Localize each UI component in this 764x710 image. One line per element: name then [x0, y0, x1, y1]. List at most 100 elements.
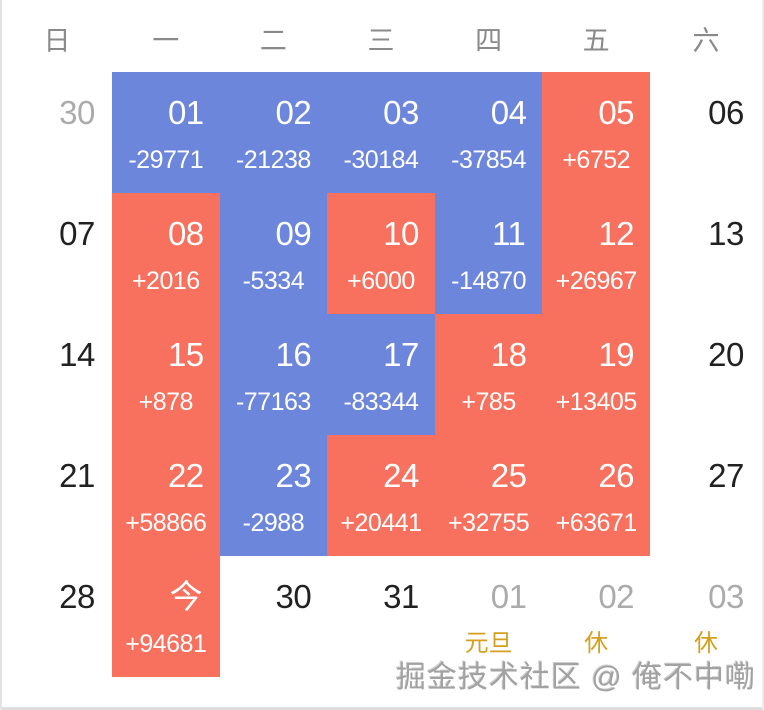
day-number: 09: [275, 215, 312, 252]
pnl-value: +63671: [555, 509, 638, 537]
day-number: 01: [490, 578, 527, 615]
day-cell[interactable]: 06: [650, 72, 762, 193]
day-cell[interactable]: 07: [2, 193, 112, 314]
day-number: 25: [490, 457, 527, 494]
weekday-label: 二: [259, 25, 287, 56]
day-number: 27: [708, 457, 744, 494]
day-number: 11: [491, 215, 526, 252]
day-number: 16: [275, 336, 312, 373]
pnl-value: -5334: [242, 267, 305, 295]
day-number: 17: [383, 336, 419, 373]
day-cell[interactable]: 04 -37854: [434, 72, 543, 193]
day-number: 01: [167, 94, 204, 131]
pnl-value: -2988: [242, 509, 305, 537]
day-cell[interactable]: 11 -14870: [434, 193, 543, 314]
day-cell[interactable]: 26 +63671: [542, 435, 650, 556]
day-cell[interactable]: 23 -2988: [219, 435, 328, 556]
day-cell[interactable]: 13: [650, 193, 762, 314]
day-cell[interactable]: 24 +20441: [327, 435, 435, 556]
pnl-value: +2016: [131, 267, 200, 295]
weekday-label: 三: [367, 25, 395, 56]
holiday-label: 休: [693, 630, 718, 657]
weekday-label: 四: [475, 25, 503, 56]
day-cell[interactable]: 25 +32755: [434, 435, 543, 556]
day-cell[interactable]: 09 -5334: [219, 193, 328, 314]
day-number: 15: [167, 336, 204, 373]
day-number: 18: [490, 336, 527, 373]
pnl-value: +20441: [340, 509, 422, 537]
day-cell-today[interactable]: 今 +94681: [112, 556, 220, 677]
day-cell[interactable]: 22 +58866: [112, 435, 220, 556]
day-cell[interactable]: 02 -21238: [219, 72, 328, 193]
day-cell[interactable]: 16 -77163: [219, 314, 328, 435]
day-cell[interactable]: 21: [2, 435, 112, 556]
bottom-divider: [2, 707, 762, 710]
day-number: 21: [59, 457, 95, 494]
pnl-value: -77163: [235, 388, 311, 416]
day-number: 30: [59, 94, 95, 131]
day-number: 05: [598, 94, 635, 131]
day-cell[interactable]: 30: [220, 556, 328, 677]
calendar-grid: 30 01 -29771 02 -21238 03 -30184 04 -37854 05 +675…: [2, 72, 762, 677]
pnl-value: +878: [138, 388, 194, 416]
pnl-value: +13405: [555, 388, 638, 416]
day-number: 22: [167, 457, 204, 494]
day-cell[interactable]: 19 +13405: [542, 314, 650, 435]
day-cell[interactable]: 12 +26967: [542, 193, 650, 314]
day-cell[interactable]: 18 +785: [434, 314, 543, 435]
pnl-value: +6752: [562, 146, 631, 174]
day-number: 26: [598, 457, 635, 494]
pnl-value: +58866: [125, 509, 207, 537]
day-cell[interactable]: 17 -83344: [327, 314, 435, 435]
pnl-value: -37854: [451, 146, 526, 174]
day-cell[interactable]: 02 休: [542, 556, 650, 677]
pnl-value: -14870: [451, 267, 526, 295]
day-number: 19: [598, 336, 635, 373]
day-number: 08: [167, 215, 204, 252]
day-cell[interactable]: 03 -30184: [327, 72, 435, 193]
pnl-value: +26967: [555, 267, 638, 295]
day-cell[interactable]: 14: [2, 314, 112, 435]
day-number: 30: [275, 578, 312, 615]
day-number: 04: [490, 94, 527, 131]
day-number: 12: [598, 215, 635, 252]
day-cell[interactable]: 30: [2, 72, 112, 193]
watermark-text: 掘金技术社区 @ 俺不中嘞: [395, 661, 756, 694]
pnl-value: +6000: [347, 267, 415, 295]
day-cell[interactable]: 15 +878: [112, 314, 220, 435]
day-cell[interactable]: 05 +6752: [542, 72, 650, 193]
day-cell[interactable]: 08 +2016: [112, 193, 220, 314]
pnl-value: +785: [461, 388, 516, 416]
pnl-value: -83344: [343, 388, 419, 416]
day-number: 20: [708, 336, 744, 373]
day-cell[interactable]: 20: [650, 314, 762, 435]
day-number: 10: [383, 215, 419, 252]
day-cell[interactable]: 03 休: [650, 556, 762, 677]
day-number: 02: [598, 578, 635, 615]
weekday-label: 日: [43, 25, 71, 56]
day-number: 03: [383, 94, 419, 131]
day-number: 03: [708, 578, 744, 615]
holiday-label: 元旦: [464, 630, 513, 657]
day-cell[interactable]: 10 +6000: [327, 193, 435, 314]
day-cell[interactable]: 31: [327, 556, 435, 677]
day-number: 24: [383, 457, 419, 494]
day-number: 今: [169, 578, 203, 615]
day-cell[interactable]: 01 -29771: [112, 72, 220, 193]
day-cell[interactable]: 28: [2, 556, 112, 677]
pnl-value: -21238: [235, 146, 311, 174]
weekday-label: 六: [692, 25, 720, 56]
holiday-label: 休: [584, 630, 609, 657]
day-cell[interactable]: 27: [650, 435, 762, 556]
day-number: 06: [708, 94, 744, 131]
day-number: 14: [59, 336, 95, 373]
day-cell[interactable]: 01 元旦: [435, 556, 543, 677]
weekday-label: 五: [582, 25, 610, 56]
day-number: 31: [383, 578, 419, 615]
day-number: 28: [59, 578, 95, 615]
weekday-label: 一: [152, 25, 180, 56]
day-number: 02: [275, 94, 312, 131]
pnl-value: +32755: [448, 509, 530, 537]
day-number: 13: [708, 215, 744, 252]
